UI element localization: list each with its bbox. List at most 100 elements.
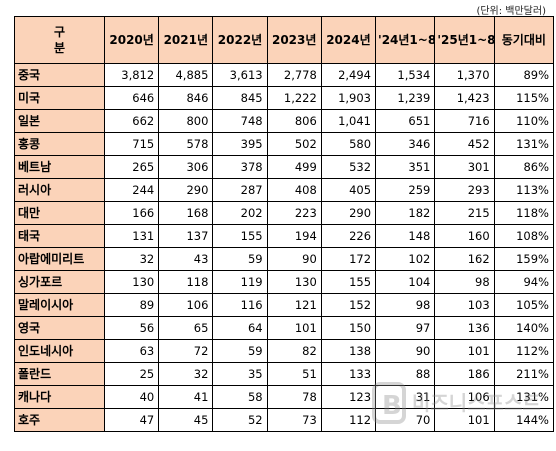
value-cell: 59 [212,247,268,271]
value-cell: 806 [266,109,322,133]
value-cell: 662 [103,109,160,133]
value-cell: 395 [212,132,268,156]
value-cell: 59 [212,339,268,363]
country-cell: 대만 [14,201,105,225]
value-cell: 65 [158,316,214,340]
value-cell: 499 [266,155,322,179]
value-cell: 101 [266,316,322,340]
value-cell: 306 [158,155,214,179]
value-cell: 502 [266,132,322,156]
value-cell: 119 [212,270,268,294]
value-cell: 211% [493,362,555,386]
value-cell: 166 [103,201,160,225]
value-cell: 101 [434,339,495,363]
value-cell: 2,778 [266,63,322,87]
table-row: 아랍에미리트 32 43 59 90 172 102 162 159% [14,247,555,271]
value-cell: 104 [375,270,436,294]
value-cell: 103 [434,293,495,317]
value-cell: 116 [212,293,268,317]
export-table: 구 분 2020년 2021년 2022년 2023년 2024년 '24년1~… [14,16,555,432]
value-cell: 155 [320,270,377,294]
table-row: 호주 47 45 52 73 112 70 101 144% [14,408,555,432]
value-cell: 64 [212,316,268,340]
value-cell: 102 [375,247,436,271]
value-cell: 162 [434,247,495,271]
value-cell: 108% [493,224,555,248]
value-cell: 226 [320,224,377,248]
value-cell: 45 [158,408,214,432]
value-cell: 32 [158,362,214,386]
table-row: 싱가포르 130 118 119 130 155 104 98 94% [14,270,555,294]
value-cell: 113% [493,178,555,202]
column-header: 2020년 [103,16,160,64]
value-cell: 168 [158,201,214,225]
column-header: '24년1~8월 [375,16,436,64]
value-cell: 112 [320,408,377,432]
value-cell: 35 [212,362,268,386]
value-cell: 182 [375,201,436,225]
value-cell: 265 [103,155,160,179]
value-cell: 646 [103,86,160,110]
value-cell: 40 [103,385,160,409]
country-cell: 중국 [14,63,105,87]
value-cell: 121 [266,293,322,317]
table-row: 태국 131 137 155 194 226 148 160 108% [14,224,555,248]
value-cell: 98 [375,293,436,317]
value-cell: 150 [320,316,377,340]
value-cell: 105% [493,293,555,317]
value-cell: 194 [266,224,322,248]
value-cell: 101 [434,408,495,432]
column-header: 2022년 [212,16,268,64]
value-cell: 287 [212,178,268,202]
value-cell: 3,812 [103,63,160,87]
value-cell: 160 [434,224,495,248]
table-row: 러시아 244 290 287 408 405 259 293 113% [14,178,555,202]
value-cell: 89% [493,63,555,87]
value-cell: 97 [375,316,436,340]
value-cell: 202 [212,201,268,225]
value-cell: 346 [375,132,436,156]
value-cell: 70 [375,408,436,432]
value-cell: 137 [158,224,214,248]
value-cell: 3,613 [212,63,268,87]
value-cell: 115% [493,86,555,110]
value-cell: 43 [158,247,214,271]
table-body: 중국 3,812 4,885 3,613 2,778 2,494 1,534 1,370 89%… [14,63,555,432]
value-cell: 86% [493,155,555,179]
value-cell: 118% [493,201,555,225]
country-cell: 일본 [14,109,105,133]
table-row: 영국 56 65 64 101 150 97 136 140% [14,316,555,340]
column-header: 2023년 [266,16,322,64]
column-header: 동기대비 [493,16,555,64]
country-cell: 캐나다 [14,385,105,409]
table-row: 폴란드 25 32 35 51 133 88 186 211% [14,362,555,386]
value-cell: 144% [493,408,555,432]
value-cell: 846 [158,86,214,110]
country-cell: 러시아 [14,178,105,202]
value-cell: 51 [266,362,322,386]
value-cell: 215 [434,201,495,225]
value-cell: 89 [103,293,160,317]
value-cell: 136 [434,316,495,340]
country-cell: 영국 [14,316,105,340]
value-cell: 244 [103,178,160,202]
value-cell: 94% [493,270,555,294]
value-cell: 715 [103,132,160,156]
column-header: 2021년 [158,16,214,64]
value-cell: 223 [266,201,322,225]
value-cell: 123 [320,385,377,409]
value-cell: 378 [212,155,268,179]
value-cell: 41 [158,385,214,409]
column-header: 2024년 [320,16,377,64]
value-cell: 1,222 [266,86,322,110]
value-cell: 4,885 [158,63,214,87]
corner-header-bottom: 분 [53,41,66,55]
value-cell: 131% [493,385,555,409]
value-cell: 172 [320,247,377,271]
value-cell: 112% [493,339,555,363]
value-cell: 1,041 [320,109,377,133]
country-cell: 싱가포르 [14,270,105,294]
value-cell: 152 [320,293,377,317]
value-cell: 73 [266,408,322,432]
country-cell: 미국 [14,86,105,110]
